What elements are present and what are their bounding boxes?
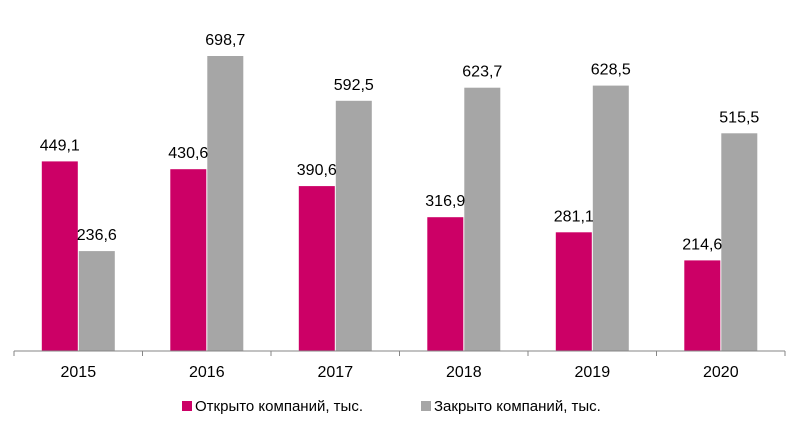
- opened-value-label-2019: 281,1: [554, 208, 594, 225]
- legend-label-opened: Открыто компаний, тыс.: [195, 398, 363, 415]
- closed-value-label-2020: 515,5: [719, 109, 759, 126]
- closed-bar-2019: [592, 85, 629, 351]
- x-tick-label-2018: 2018: [446, 364, 482, 381]
- closed-value-label-2015: 236,6: [77, 227, 117, 244]
- x-tick-label-2015: 2015: [61, 364, 97, 381]
- legend-swatch-closed: [421, 401, 431, 411]
- opened-value-label-2015: 449,1: [40, 137, 80, 154]
- x-tick-label-2017: 2017: [318, 364, 354, 381]
- opened-bar-2015: [41, 161, 78, 351]
- closed-value-label-2017: 592,5: [334, 77, 374, 94]
- closed-value-label-2016: 698,7: [205, 32, 245, 49]
- bars-group: [41, 56, 758, 351]
- closed-bar-2015: [78, 251, 115, 351]
- x-tick-label-2020: 2020: [703, 364, 739, 381]
- opened-value-label-2020: 214,6: [682, 236, 722, 253]
- opened-value-label-2016: 430,6: [168, 145, 208, 162]
- legend-swatch-opened: [182, 401, 192, 411]
- closed-bar-2020: [721, 133, 758, 351]
- legend-label-closed: Закрыто компаний, тыс.: [434, 398, 601, 415]
- opened-bar-2018: [427, 217, 464, 351]
- legend: Открыто компаний, тыс. Закрыто компаний, …: [182, 398, 601, 415]
- x-axis: 2015 2016 2017 2018 2019 2020: [13, 350, 786, 381]
- closed-value-label-2018: 623,7: [462, 64, 502, 81]
- data-labels-group: 449,1 236,6 430,6 698,7 390,6 592,5 316,9 623,7…: [40, 32, 760, 253]
- opened-bar-2016: [170, 169, 207, 351]
- closed-bar-2018: [464, 87, 501, 351]
- opened-bar-2017: [298, 186, 335, 351]
- opened-value-label-2017: 390,6: [297, 162, 337, 179]
- x-tick-label-2016: 2016: [189, 364, 225, 381]
- closed-value-label-2019: 628,5: [591, 62, 631, 79]
- x-tick-label-2019: 2019: [575, 364, 611, 381]
- opened-bar-2019: [555, 232, 592, 351]
- opened-value-label-2018: 316,9: [425, 193, 465, 210]
- closed-bar-2016: [207, 56, 244, 351]
- closed-bar-2017: [335, 100, 372, 351]
- opened-bar-2020: [684, 260, 721, 351]
